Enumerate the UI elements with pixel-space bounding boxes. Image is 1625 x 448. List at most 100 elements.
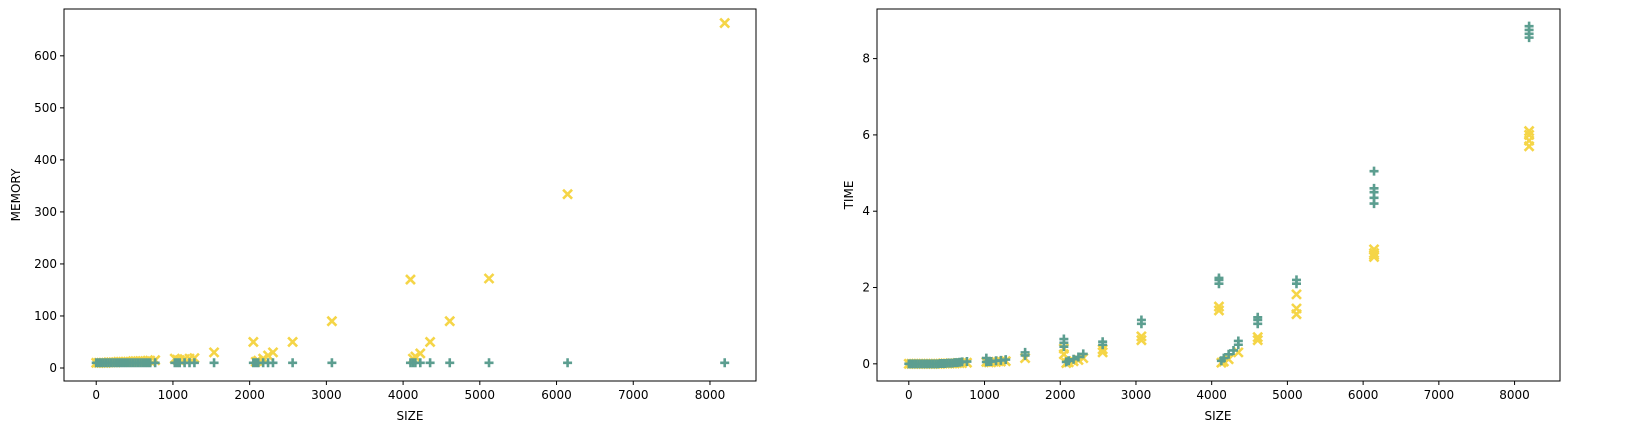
- memory-chart-x-axis-label: SIZE: [397, 409, 424, 423]
- time-y-tick-label: 4: [862, 204, 870, 218]
- time-point-teal-plus: [962, 357, 972, 367]
- time-point-yellow-x: [1523, 125, 1535, 137]
- time-point-yellow-x: [1291, 303, 1302, 314]
- time-point-teal-plus: [1369, 183, 1379, 193]
- time-point-teal-plus: [1020, 347, 1030, 357]
- memory-point-teal-plus: [209, 358, 219, 368]
- time-point-teal-plus: [1059, 334, 1069, 344]
- time-x-tick-label: 8000: [1499, 388, 1530, 402]
- time-point-yellow-x: [1252, 331, 1264, 343]
- time-point-yellow-x: [1223, 353, 1235, 365]
- memory-point-teal-plus: [189, 358, 199, 368]
- memory-x-tick-label: 2000: [234, 388, 265, 402]
- time-point-yellow-x: [1097, 343, 1109, 355]
- time-x-tick-label: 1000: [969, 388, 1000, 402]
- memory-point-yellow-x: [326, 315, 338, 327]
- memory-x-tick-label: 1000: [158, 388, 189, 402]
- time-y-tick-label: 0: [862, 357, 870, 371]
- memory-point-yellow-x: [483, 273, 495, 284]
- memory-x-tick-label: 3000: [311, 388, 342, 402]
- time-x-tick-label: 7000: [1424, 388, 1455, 402]
- time-point-yellow-x: [1136, 334, 1147, 346]
- time-point-teal-plus: [1233, 336, 1243, 346]
- time-point-yellow-x: [1097, 346, 1109, 358]
- time-chart-frame: [876, 8, 1561, 382]
- time-point-yellow-x: [1368, 249, 1380, 261]
- time-x-tick-label: 0: [905, 388, 913, 402]
- time-chart-y-axis-label: TIME: [842, 181, 856, 211]
- memory-point-yellow-x: [405, 274, 416, 285]
- memory-point-teal-plus: [415, 358, 425, 368]
- time-y-tick-label: 8: [862, 52, 870, 66]
- memory-point-yellow-x: [562, 188, 573, 200]
- memory-point-teal-plus: [150, 358, 160, 368]
- memory-point-yellow-x: [267, 346, 279, 358]
- memory-y-tick-label: 100: [34, 309, 57, 323]
- time-point-teal-plus: [1214, 273, 1224, 283]
- time-point-yellow-x: [1291, 288, 1302, 300]
- time-point-teal-plus: [1224, 349, 1234, 359]
- time-y-tick-label: 6: [862, 128, 870, 142]
- time-chart-y-ticks: 0 2 4 6 8: [862, 52, 877, 371]
- time-point-teal-plus: [1136, 315, 1146, 325]
- time-y-tick-label: 2: [862, 281, 870, 295]
- time-chart-x-ticks: 0 1000 2000 3000 4000 5000 6000 7000 8000: [905, 381, 1530, 402]
- time-point-yellow-x: [1136, 330, 1147, 342]
- time-point-teal-plus: [1064, 356, 1074, 366]
- memory-x-tick-label: 6000: [541, 388, 572, 402]
- memory-chart-x-ticks: 0 1000 2000 3000 4000 5000 6000 7000 8000: [92, 381, 725, 402]
- time-point-teal-plus: [1069, 354, 1079, 364]
- time-x-tick-label: 4000: [1196, 388, 1227, 402]
- time-point-yellow-x: [1213, 304, 1225, 316]
- time-point-teal-plus: [1219, 353, 1229, 363]
- time-point-teal-plus: [1524, 21, 1534, 31]
- time-point-teal-plus: [1253, 312, 1263, 322]
- time-point-teal-plus: [1369, 166, 1379, 176]
- memory-point-yellow-x: [424, 336, 436, 348]
- memory-x-tick-label: 5000: [465, 388, 496, 402]
- memory-y-tick-label: 200: [34, 257, 57, 271]
- memory-y-tick-label: 500: [34, 101, 57, 115]
- time-point-yellow-x: [1368, 247, 1380, 259]
- time-point-teal-plus: [1228, 345, 1238, 355]
- memory-x-tick-label: 7000: [618, 388, 649, 402]
- memory-chart-y-axis-label: MEMORY: [9, 168, 23, 221]
- memory-point-teal-plus: [484, 358, 494, 368]
- memory-point-yellow-x: [414, 348, 426, 359]
- memory-chart-marks: [90, 17, 731, 369]
- time-point-yellow-x: [1523, 129, 1535, 141]
- time-point-teal-plus: [1073, 352, 1083, 362]
- memory-point-teal-plus: [327, 358, 337, 368]
- time-chart-x-axis-label: SIZE: [1205, 409, 1232, 423]
- memory-point-yellow-x: [287, 336, 299, 348]
- time-x-tick-label: 6000: [1348, 388, 1379, 402]
- time-chart: 0 1000 2000 3000 4000 5000 6000 7000 8000 02468 …: [842, 8, 1561, 423]
- time-chart-marks: [903, 21, 1535, 370]
- memory-y-tick-label: 0: [49, 361, 57, 375]
- memory-y-tick-label: 400: [34, 153, 57, 167]
- time-point-yellow-x: [1252, 334, 1264, 346]
- memory-y-tick-label: 600: [34, 49, 57, 63]
- memory-point-teal-plus: [720, 358, 730, 368]
- time-x-tick-label: 3000: [1121, 388, 1152, 402]
- time-x-tick-label: 5000: [1272, 388, 1303, 402]
- memory-x-tick-label: 4000: [388, 388, 419, 402]
- memory-point-yellow-x: [719, 17, 731, 29]
- memory-point-teal-plus: [288, 358, 298, 368]
- memory-x-tick-label: 8000: [695, 388, 726, 402]
- memory-point-teal-plus: [268, 358, 278, 368]
- memory-point-yellow-x: [444, 315, 456, 327]
- time-point-teal-plus: [1078, 349, 1088, 359]
- time-point-yellow-x: [1213, 301, 1225, 313]
- memory-x-tick-label: 0: [92, 388, 100, 402]
- memory-y-tick-label: 300: [34, 205, 57, 219]
- memory-chart-y-ticks: 0 100 200 300 400 500 600: [34, 49, 64, 375]
- memory-point-teal-plus: [563, 358, 573, 368]
- memory-chart-frame: [63, 8, 757, 382]
- memory-point-yellow-x: [208, 346, 220, 358]
- time-point-teal-plus: [1098, 337, 1108, 347]
- memory-point-yellow-x: [247, 336, 259, 348]
- time-point-teal-plus: [1001, 355, 1011, 365]
